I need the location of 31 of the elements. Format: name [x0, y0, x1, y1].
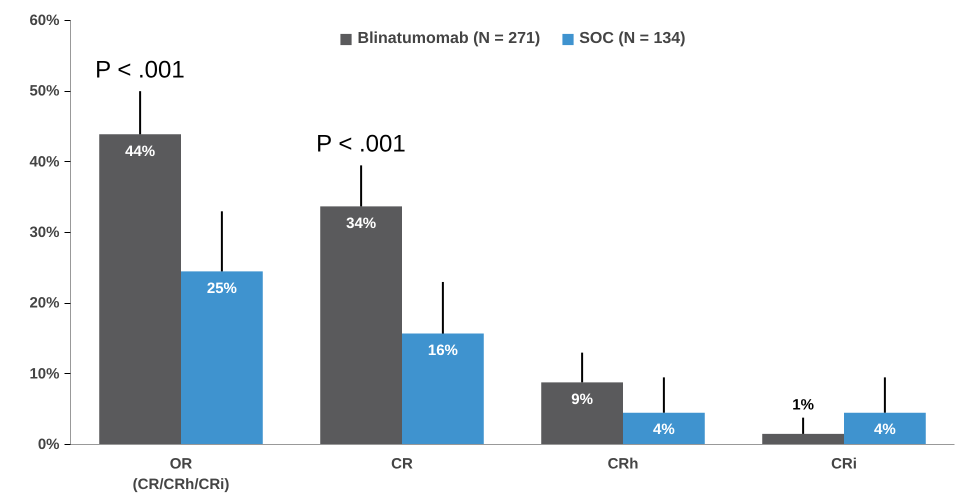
- x-tick-label: CR: [391, 456, 413, 472]
- x-tick-label: OR (CR/CRh/CRi): [132, 456, 230, 493]
- legend-label: SOC (N = 134): [579, 30, 686, 48]
- data-label: 34%: [346, 214, 376, 232]
- bar: [623, 412, 705, 444]
- y-tick-label: 60%: [29, 12, 60, 29]
- x-tick-label: CRh: [608, 456, 638, 472]
- bar: [844, 412, 926, 444]
- data-label: 44%: [125, 142, 156, 160]
- bar: [402, 334, 484, 444]
- data-label: 25%: [206, 280, 237, 297]
- bar: [762, 434, 844, 444]
- bar: [181, 271, 263, 444]
- y-tick-label: 40%: [29, 153, 60, 170]
- bar: [541, 382, 623, 444]
- data-label: 16%: [428, 342, 458, 360]
- y-tick-label: 30%: [29, 224, 60, 241]
- bar: [320, 206, 402, 444]
- data-label: 9%: [571, 390, 593, 408]
- data-label: 1%: [792, 396, 814, 414]
- bar: [99, 134, 181, 444]
- data-label: 4%: [653, 421, 675, 438]
- data-label: 4%: [874, 421, 896, 438]
- y-tick-label: 10%: [29, 365, 60, 382]
- y-tick-label: 0%: [38, 436, 60, 453]
- annotation: P < .001: [95, 56, 185, 84]
- y-tick-label: 20%: [29, 294, 60, 312]
- x-tick-label: CRi: [831, 456, 857, 472]
- annotation: P < .001: [316, 130, 406, 158]
- legend-label: Blinatumomab (N = 271): [358, 30, 540, 48]
- y-tick-label: 50%: [29, 82, 60, 100]
